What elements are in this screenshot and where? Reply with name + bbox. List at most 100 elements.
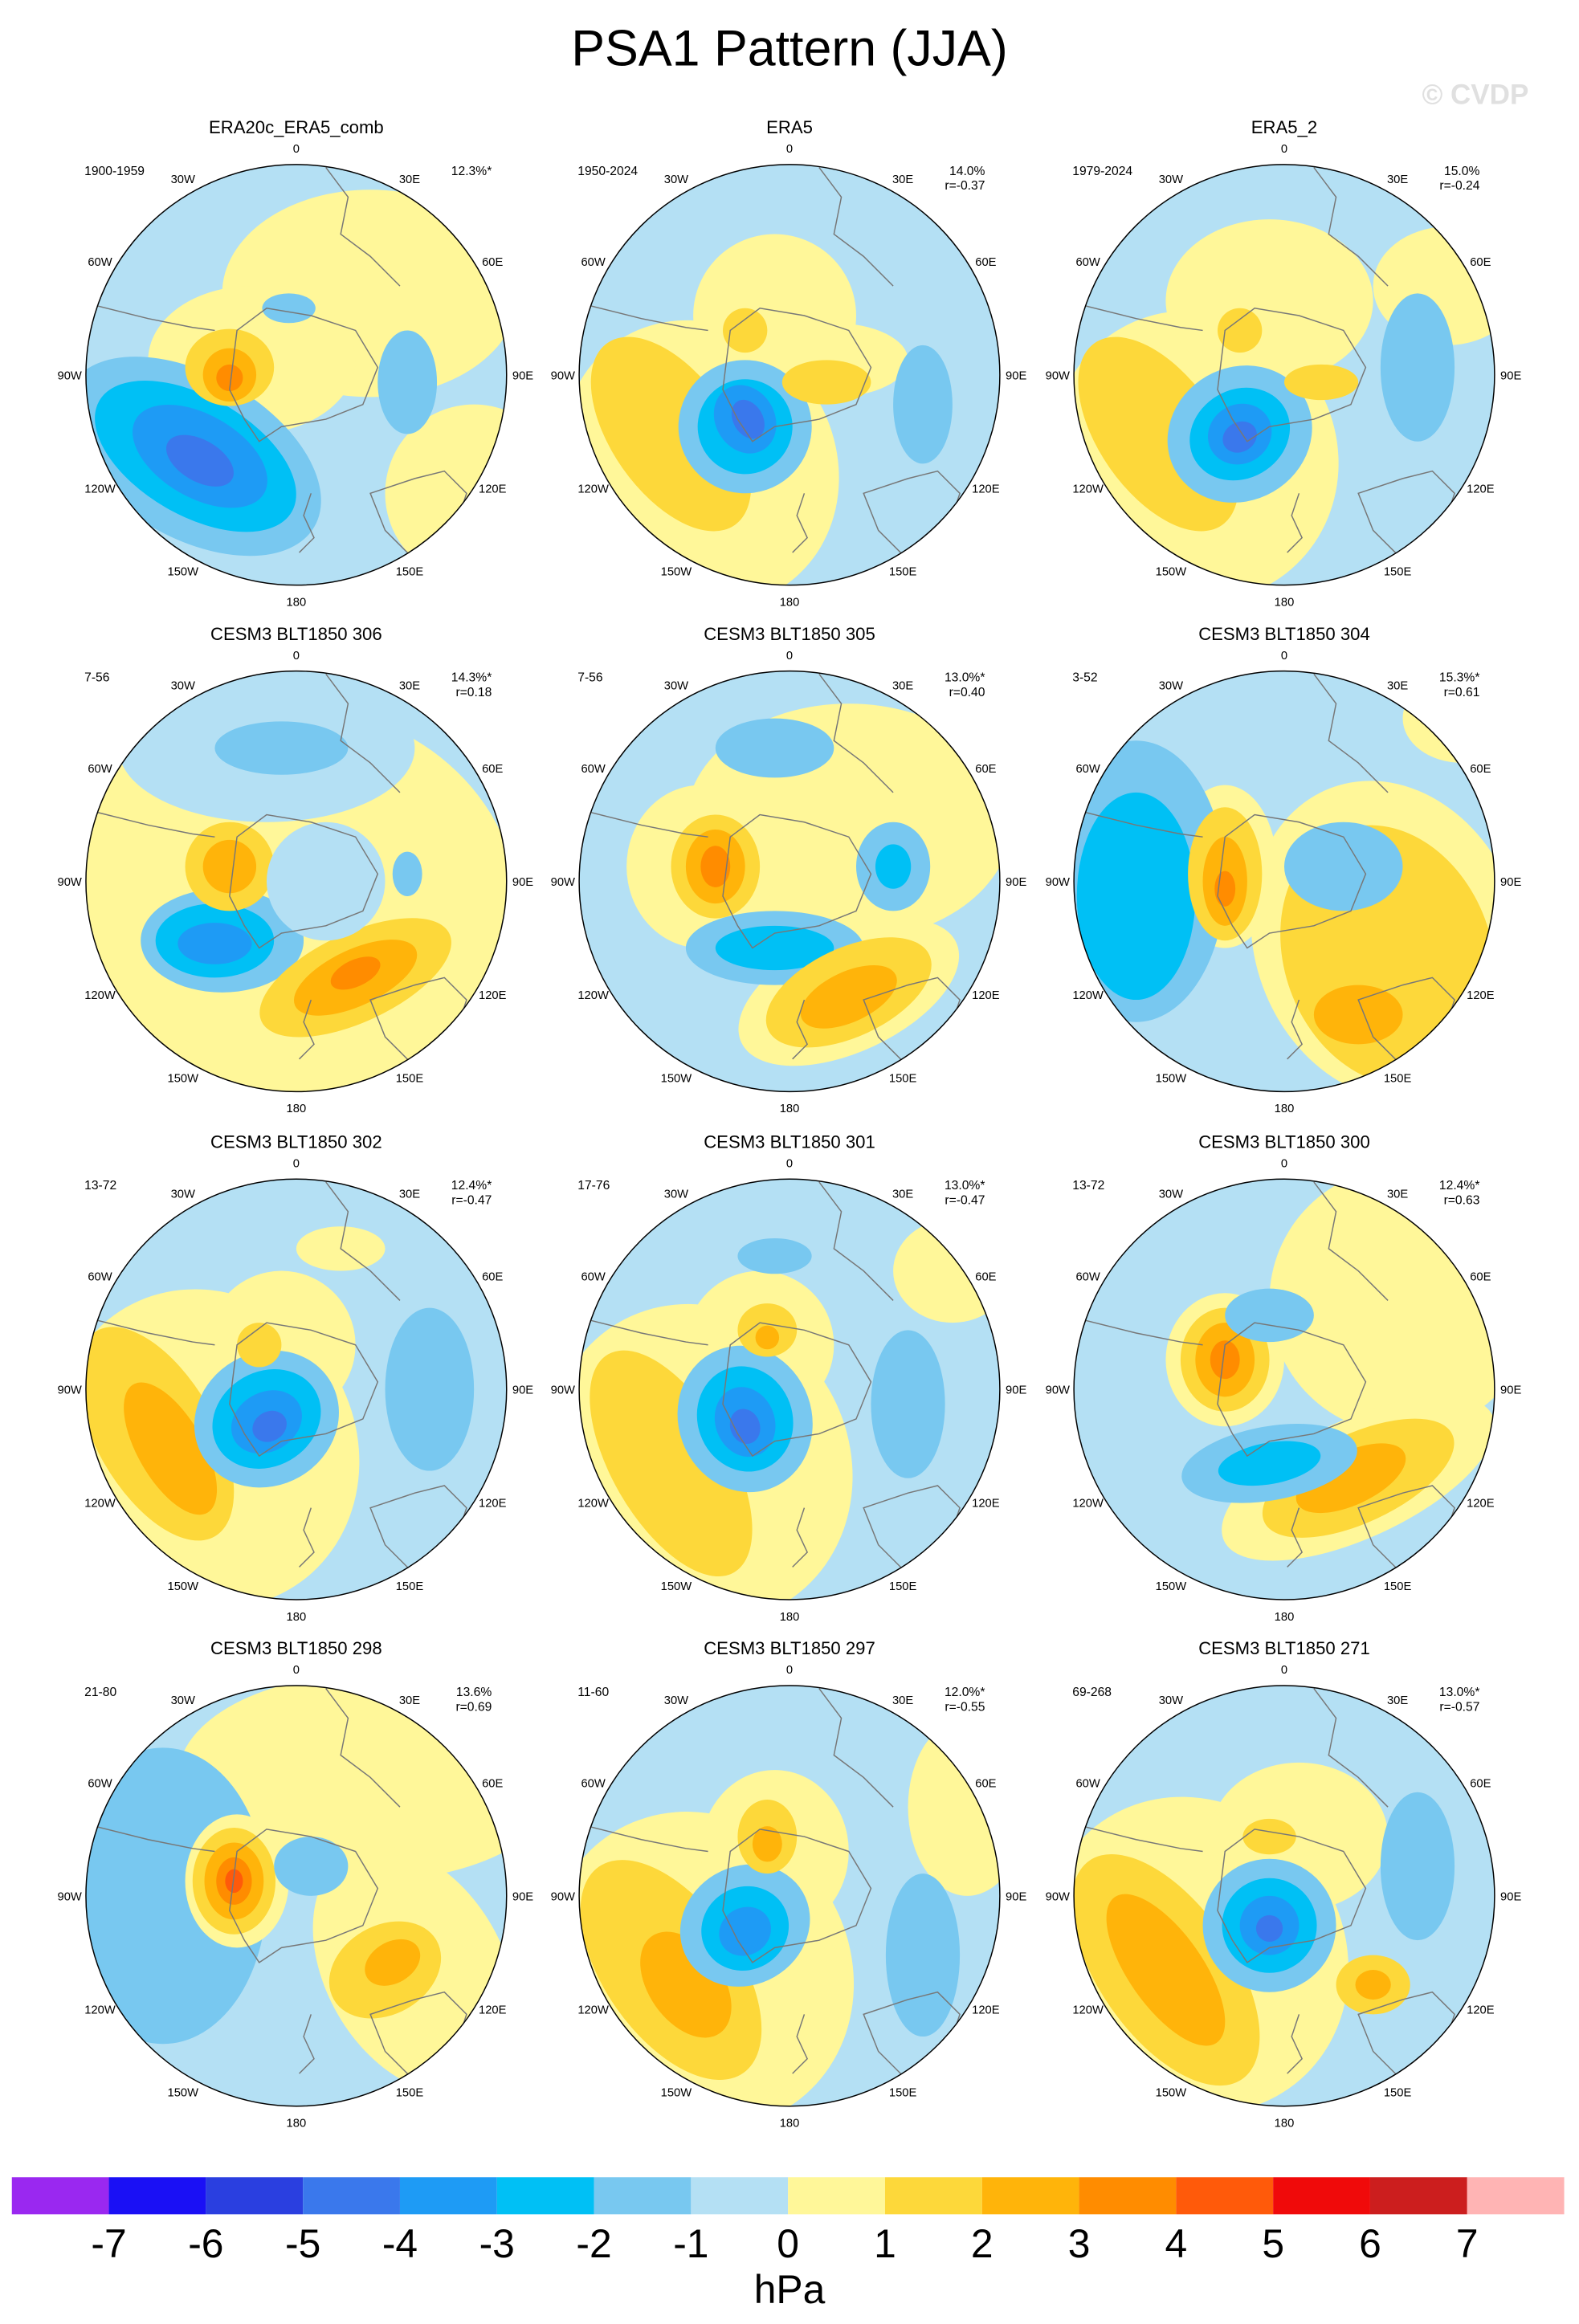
longitude-label: 120E — [1467, 2004, 1495, 2016]
longitude-label: 150E — [889, 1072, 917, 1085]
anomaly-contour — [875, 844, 912, 889]
longitude-label: 0 — [293, 1664, 300, 1677]
longitude-label: 90W — [1046, 369, 1070, 382]
longitude-label: 90W — [1046, 1384, 1070, 1397]
colorbar-box — [303, 2177, 400, 2215]
longitude-label: 180 — [287, 2118, 307, 2130]
period: 3-52 — [1072, 671, 1097, 685]
coastline — [1313, 1181, 1389, 1301]
coastline — [1313, 167, 1389, 287]
colorbar-box — [399, 2177, 497, 2215]
anomaly-contour — [893, 345, 953, 464]
coastline — [722, 1322, 872, 1458]
coastline — [792, 2014, 809, 2074]
coastline — [818, 1181, 894, 1301]
longitude-label: 90W — [58, 1890, 82, 1903]
longitude-label: 60W — [88, 763, 112, 776]
coastline — [818, 1688, 894, 1808]
period: 17-76 — [577, 1179, 610, 1193]
longitude-label: 90W — [551, 369, 575, 382]
map-panel: CESM3 BLT1850 297 11-60 12.0%*r=-0.55 0 30E 6… — [551, 1638, 1027, 2130]
colorbar-box — [496, 2177, 594, 2215]
anomaly-contour — [755, 1325, 780, 1350]
coastline — [1313, 673, 1389, 793]
map-panel: CESM3 BLT1850 271 69-268 13.0%*r=-0.57 0 30E… — [1046, 1638, 1522, 2130]
anomaly-contour — [729, 1409, 761, 1444]
anomaly-contour — [1214, 870, 1236, 907]
longitude-label: 120W — [84, 2004, 116, 2016]
coastline — [88, 1824, 215, 1853]
anomaly-contour — [1165, 219, 1373, 382]
percent: 13.0%* — [945, 1179, 985, 1193]
anomaly-contour — [1295, 1443, 1406, 1514]
panel-title: CESM3 BLT1850 301 — [704, 1131, 875, 1152]
coastline — [1287, 1507, 1304, 1568]
longitude-label: 30E — [399, 173, 420, 186]
coastline — [792, 493, 809, 553]
percent: 14.3%* — [451, 671, 492, 685]
anomaly-contour — [177, 923, 252, 964]
map-border — [85, 670, 508, 1093]
map-field — [85, 1179, 507, 1600]
coastline — [299, 1507, 315, 1568]
map-field — [1074, 671, 1495, 1092]
longitude-label: 120E — [972, 989, 1000, 1002]
map-panel: CESM3 BLT1850 304 3-52 15.3%*r=0.61 0 30E 60E… — [1046, 624, 1522, 1115]
longitude-label: 120E — [1467, 483, 1495, 495]
panel-title: CESM3 BLT1850 300 — [1198, 1131, 1370, 1152]
anomaly-contour — [715, 718, 834, 778]
longitude-label: 150E — [396, 566, 424, 579]
longitude-label: 90W — [58, 876, 82, 889]
coastline — [722, 1829, 872, 1963]
map-field — [579, 164, 1000, 585]
colorbar-tick-label: 3 — [1068, 2221, 1091, 2266]
longitude-label: 180 — [1275, 596, 1295, 609]
longitude-label: 180 — [780, 1611, 800, 1624]
correlation: r=0.18 — [455, 686, 492, 699]
longitude-label: 30E — [1387, 1188, 1408, 1201]
coastline — [1076, 1824, 1203, 1853]
coastline — [1217, 307, 1367, 442]
longitude-label: 30W — [171, 173, 195, 186]
colorbar-tick-label: 1 — [874, 2221, 896, 2266]
correlation: r=-0.37 — [945, 179, 985, 193]
panel-title: ERA5_2 — [1251, 117, 1317, 137]
anomaly-contour — [719, 1906, 771, 1956]
anomaly-contour — [274, 1837, 349, 1896]
correlation: r=0.61 — [1444, 686, 1480, 699]
coastline — [1217, 1322, 1367, 1458]
anomaly-contour — [262, 293, 316, 324]
longitude-label: 120W — [577, 2004, 609, 2016]
longitude-label: 30E — [399, 1694, 420, 1707]
colorbar-box — [11, 2177, 109, 2215]
longitude-label: 30E — [399, 1188, 420, 1201]
map-field — [579, 671, 1000, 1092]
longitude-label: 60E — [482, 763, 503, 776]
longitude-label: 90W — [551, 876, 575, 889]
longitude-label: 30E — [892, 1188, 913, 1201]
anomaly-contour — [871, 1330, 945, 1478]
longitude-label: 30E — [892, 680, 913, 693]
anomaly-contour — [1269, 1179, 1495, 1434]
figure-title: PSA1 Pattern (JJA) — [571, 20, 1008, 76]
panel-title: ERA5 — [766, 117, 813, 137]
coastline — [1287, 493, 1304, 553]
anomaly-contour — [1255, 1914, 1283, 1943]
coastline — [299, 999, 315, 1060]
longitude-label: 180 — [780, 596, 800, 609]
anomaly-contour — [1218, 1441, 1321, 1486]
anomaly-contour — [1217, 308, 1263, 353]
map-border — [1073, 1178, 1495, 1600]
map-field — [1074, 1685, 1495, 2106]
anomaly-contour — [781, 360, 871, 405]
longitude-label: 150E — [396, 1580, 424, 1593]
longitude-label: 150W — [1156, 1072, 1187, 1085]
colorbar-tick-label: -3 — [479, 2221, 515, 2266]
map-field — [85, 671, 507, 1092]
anomaly-contour — [752, 1826, 782, 1862]
colorbar-box — [1273, 2177, 1370, 2215]
longitude-label: 60W — [1075, 763, 1100, 776]
map-field — [1074, 1179, 1495, 1600]
longitude-label: 180 — [1275, 2118, 1295, 2130]
longitude-label: 120E — [1467, 1498, 1495, 1511]
